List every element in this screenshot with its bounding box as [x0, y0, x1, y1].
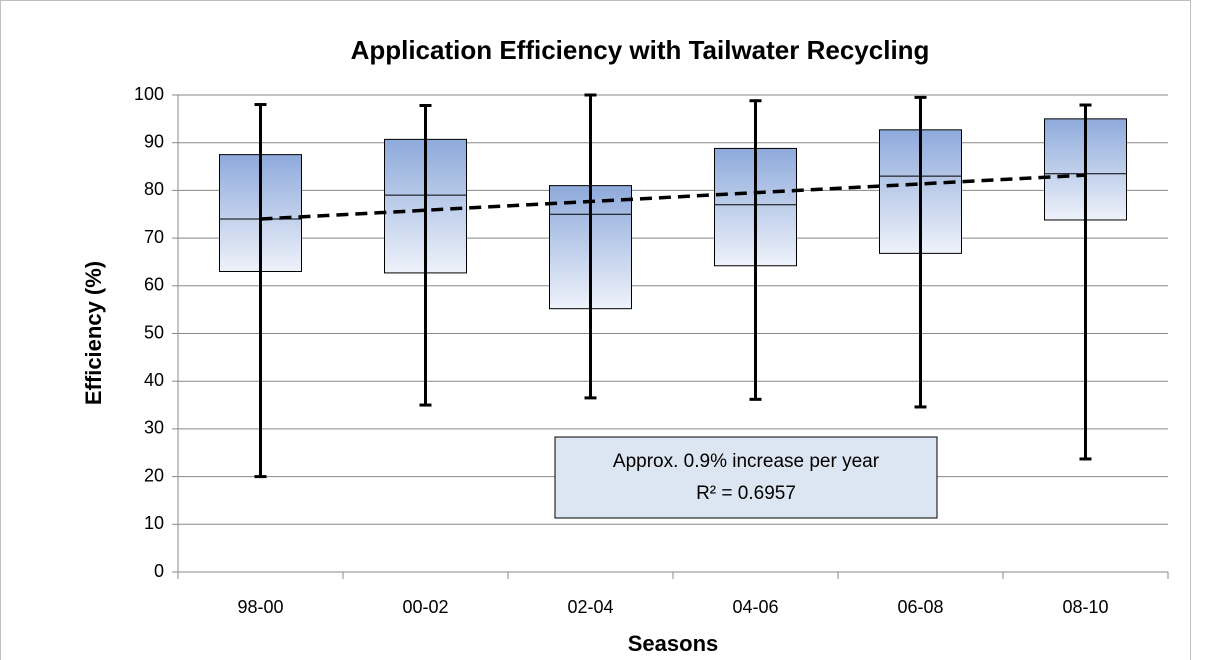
y-tick-label: 70 [144, 227, 164, 247]
x-axis-label: Seasons [628, 631, 719, 656]
annotation-text: Approx. 0.9% increase per year [613, 451, 880, 472]
y-tick-label: 80 [144, 179, 164, 199]
x-tick-label: 98-00 [237, 597, 283, 617]
x-tick-label: 00-02 [402, 597, 448, 617]
y-tick-label: 30 [144, 418, 164, 438]
y-tick-label: 0 [154, 561, 164, 581]
chart-title: Application Efficiency with Tailwater Re… [351, 35, 930, 65]
y-tick-label: 90 [144, 131, 164, 151]
x-tick-label: 02-04 [567, 597, 613, 617]
y-tick-label: 10 [144, 513, 164, 533]
x-tick-label: 08-10 [1062, 597, 1108, 617]
x-tick-label: 04-06 [732, 597, 778, 617]
y-tick-label: 20 [144, 465, 164, 485]
y-tick-label: 100 [134, 84, 164, 104]
trend-line [260, 173, 1086, 221]
y-tick-label: 50 [144, 322, 164, 342]
y-axis-label: Efficiency (%) [81, 261, 106, 405]
x-tick-label: 06-08 [897, 597, 943, 617]
y-tick-label: 60 [144, 275, 164, 295]
y-tick-label: 40 [144, 370, 164, 390]
annotation-box [554, 436, 938, 519]
annotation-text: R² = 0.6957 [696, 483, 796, 504]
